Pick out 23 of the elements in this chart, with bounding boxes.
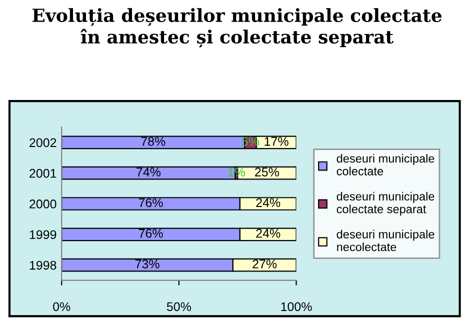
data-label: 27% [252, 260, 277, 268]
data-label: 24% [256, 198, 280, 208]
y-tick-label: 2001 [30, 168, 56, 178]
data-label: 17% [264, 137, 288, 146]
data-label: 73% [135, 260, 160, 268]
data-label: 25% [255, 168, 279, 176]
y-tick-label: 1999 [30, 230, 56, 240]
y-tick-label: 1998 [30, 260, 56, 270]
data-label: 1% [228, 168, 246, 176]
y-tick-label: 2002 [30, 138, 56, 148]
legend-label: deseuri municipale colectate separat [336, 192, 434, 216]
data-label: 76% [138, 228, 163, 238]
legend-label: deseuri municipale necolectate [336, 230, 434, 252]
data-label: 76% [138, 198, 163, 208]
data-label: 24% [256, 228, 280, 238]
x-tick-label: 0% [53, 302, 70, 312]
x-tick-label: 100% [281, 302, 312, 312]
legend-label: deseuri municipale colectate [336, 154, 434, 176]
chart-title: Evoluția deșeurilor municipale colectate în amestec și colectate separat [32, 8, 442, 48]
y-tick-label: 2000 [30, 200, 56, 208]
data-label: 78% [141, 136, 166, 146]
data-label: 74% [136, 168, 160, 176]
x-tick-label: 50% [166, 302, 191, 312]
